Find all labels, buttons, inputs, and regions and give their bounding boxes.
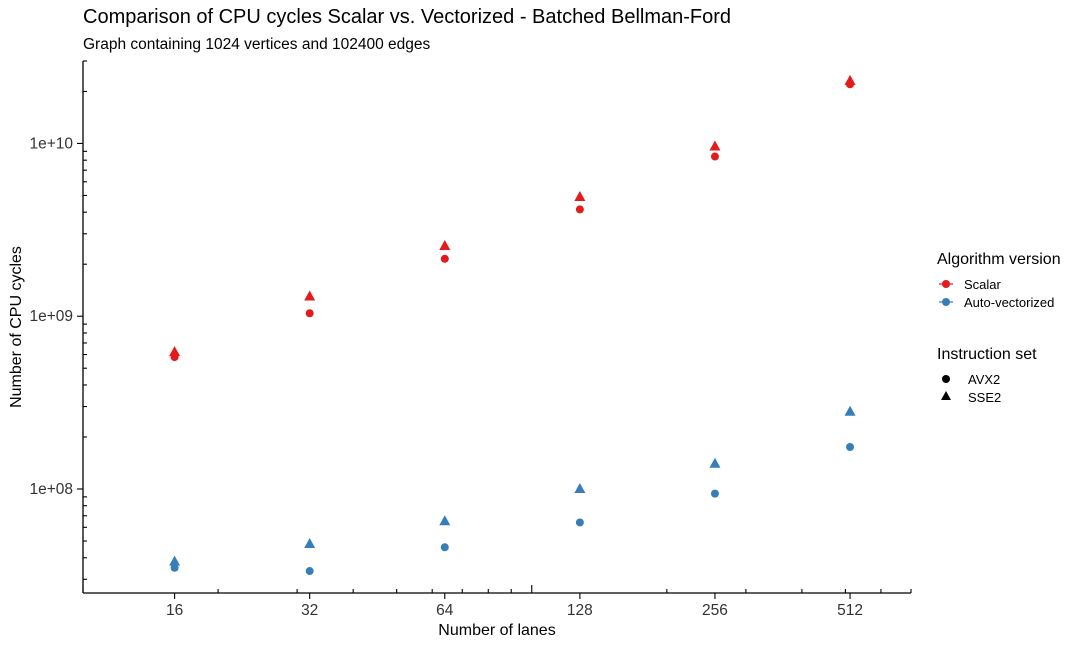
x-tick-label: 32 — [301, 602, 318, 619]
y-tick-label: 1e+08 — [29, 481, 73, 498]
point-scalar-sse2 — [169, 346, 181, 357]
x-tick-label: 64 — [436, 602, 454, 619]
point-auto-vectorized-sse2 — [844, 405, 856, 416]
x-tick-label: 512 — [837, 602, 863, 619]
point-scalar-sse2 — [439, 239, 451, 250]
point-auto-vectorized-sse2 — [709, 457, 721, 468]
y-tick-label: 1e+09 — [29, 308, 73, 325]
point-scalar-sse2 — [709, 140, 721, 151]
legend-entry-scalar: Scalar — [939, 277, 1002, 292]
point-auto-vectorized-sse2 — [169, 555, 181, 566]
x-tick-label: 128 — [567, 602, 593, 619]
chart-title: Comparison of CPU cycles Scalar vs. Vect… — [83, 6, 731, 28]
chart-subtitle: Graph containing 1024 vertices and 10240… — [83, 36, 431, 53]
y-axis-ticks: 1e+08 1e+09 1e+10 — [29, 60, 87, 580]
x-tick-label: 16 — [166, 602, 183, 619]
legend-swatch-sse2 — [941, 391, 951, 400]
x-tick-label: 256 — [702, 602, 728, 619]
point-auto-vectorized-avx2 — [305, 567, 314, 576]
point-auto-vectorized-avx2 — [846, 442, 855, 451]
point-scalar-avx2 — [440, 254, 449, 263]
y-axis-title: Number of CPU cycles — [8, 246, 25, 408]
legend-label-auto-vectorized: Auto-vectorized — [964, 295, 1054, 310]
point-auto-vectorized-sse2 — [574, 482, 586, 493]
legend-entry-avx2: AVX2 — [942, 372, 1000, 387]
x-axis-ticks: 16 32 64 128 256 512 — [82, 585, 912, 619]
legend-label-sse2: SSE2 — [968, 390, 1001, 405]
y-tick-label: 1e+10 — [29, 135, 73, 152]
x-axis-title: Number of lanes — [438, 622, 555, 639]
legend: Algorithm version Scalar Auto-vectorized… — [937, 251, 1061, 405]
legend-entry-auto-vectorized: Auto-vectorized — [939, 295, 1054, 310]
point-scalar-sse2 — [844, 74, 856, 85]
legend-swatch-scalar — [942, 280, 950, 288]
point-auto-vectorized-avx2 — [440, 543, 449, 552]
legend-title-instruction-set: Instruction set — [937, 346, 1037, 363]
legend-swatch-avx2 — [942, 375, 950, 383]
legend-swatch-auto-vectorized — [942, 298, 950, 306]
plot-area: 1e+08 1e+09 1e+10 16 32 64 128 256 512 — [29, 60, 912, 619]
point-auto-vectorized-sse2 — [304, 538, 316, 549]
data-points — [169, 74, 856, 576]
point-scalar-avx2 — [710, 152, 719, 161]
legend-entry-sse2: SSE2 — [941, 390, 1001, 405]
legend-label-scalar: Scalar — [964, 277, 1002, 292]
point-scalar-avx2 — [575, 205, 584, 214]
point-scalar-avx2 — [305, 309, 314, 318]
point-auto-vectorized-avx2 — [170, 563, 179, 572]
point-auto-vectorized-avx2 — [575, 518, 584, 527]
legend-label-avx2: AVX2 — [968, 372, 1000, 387]
point-auto-vectorized-avx2 — [710, 489, 719, 498]
legend-title-algorithm: Algorithm version — [937, 251, 1061, 268]
point-auto-vectorized-sse2 — [439, 515, 451, 526]
point-scalar-sse2 — [304, 290, 316, 301]
point-scalar-sse2 — [574, 190, 586, 201]
